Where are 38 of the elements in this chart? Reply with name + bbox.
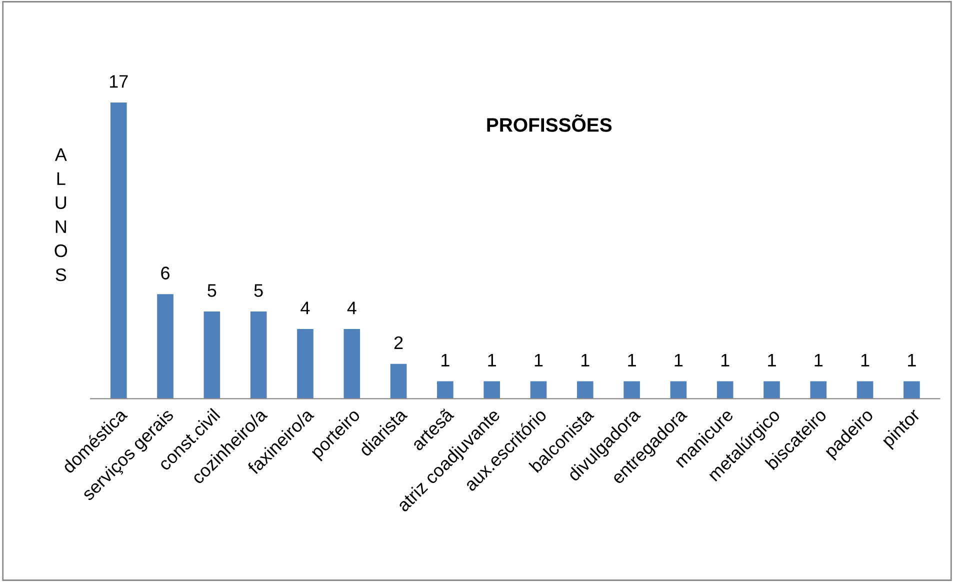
bar bbox=[624, 381, 640, 399]
data-label: 1 bbox=[814, 354, 823, 366]
data-label: 5 bbox=[208, 284, 216, 297]
data-label: 4 bbox=[300, 302, 310, 314]
bar bbox=[716, 381, 734, 399]
bar bbox=[576, 381, 594, 399]
data-label: 1 bbox=[721, 354, 730, 366]
bar bbox=[250, 312, 267, 399]
data-label: 1 bbox=[628, 354, 636, 366]
bar bbox=[904, 381, 920, 399]
text: PROFISSÕES bbox=[487, 114, 612, 132]
bar bbox=[204, 312, 220, 399]
data-label: 6 bbox=[161, 266, 170, 280]
y-axis-title: ALUNOS bbox=[54, 148, 68, 282]
data-label: 1 bbox=[442, 354, 450, 366]
bar bbox=[344, 328, 360, 399]
bar bbox=[764, 381, 780, 399]
data-label: 1 bbox=[908, 354, 916, 366]
bar bbox=[110, 102, 127, 399]
bar bbox=[484, 381, 500, 399]
bar bbox=[297, 328, 314, 399]
data-label: 17 bbox=[110, 75, 128, 88]
data-label: 5 bbox=[254, 284, 263, 297]
bar bbox=[390, 364, 407, 399]
data-label: 1 bbox=[581, 354, 590, 366]
bar bbox=[670, 381, 687, 399]
data-label: 1 bbox=[488, 354, 496, 366]
bar bbox=[856, 381, 874, 399]
bar bbox=[157, 294, 174, 399]
data-label: 2 bbox=[394, 336, 403, 349]
data-label: 1 bbox=[861, 354, 870, 366]
bar bbox=[810, 381, 827, 399]
bar bbox=[530, 381, 547, 399]
data-label: 1 bbox=[768, 354, 776, 366]
bar bbox=[437, 381, 454, 399]
data-label: 1 bbox=[534, 354, 543, 366]
data-label: 1 bbox=[674, 354, 683, 366]
data-label: 4 bbox=[347, 302, 356, 314]
